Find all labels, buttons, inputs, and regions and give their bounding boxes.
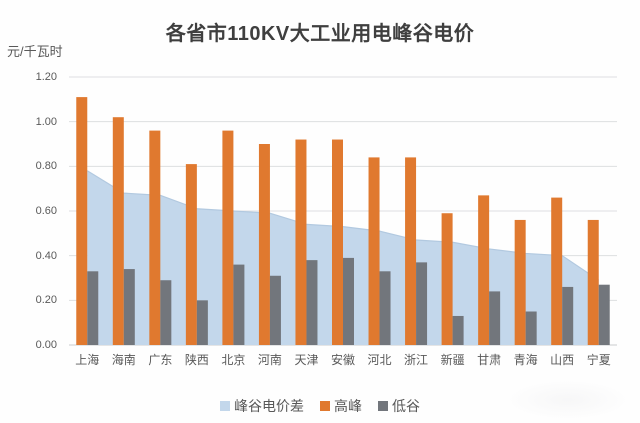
y-tick-label: 1.00 <box>35 115 57 128</box>
valley-bar <box>269 275 281 345</box>
peak-bar <box>587 219 599 345</box>
valley-bar <box>87 271 99 345</box>
x-category-label: 北京 <box>221 353 246 367</box>
legend-label-peak: 高峰 <box>334 398 362 414</box>
valley-bar <box>525 311 537 345</box>
peak-series-swatch-icon <box>320 401 330 411</box>
peak-bar <box>441 213 453 345</box>
valley-bar <box>306 260 318 345</box>
peak-bar <box>112 117 124 345</box>
valley-bar <box>160 280 172 345</box>
x-category-label: 山西 <box>550 353 575 367</box>
x-category-label: 新疆 <box>440 353 465 367</box>
peak-bar <box>332 139 343 345</box>
legend-item-peak: 高峰 <box>320 396 362 416</box>
peak-bar <box>368 157 380 345</box>
valley-bar <box>196 300 208 345</box>
y-tick-label: 0.20 <box>35 294 57 307</box>
x-category-label: 河北 <box>367 353 392 367</box>
x-category-label: 青海 <box>513 353 538 367</box>
y-tick-label: 1.20 <box>35 71 57 83</box>
valley-bar <box>343 257 354 345</box>
peak-bar <box>185 164 197 345</box>
x-category-label: 陕西 <box>184 353 209 367</box>
peak-bar <box>222 130 234 345</box>
valley-bar <box>123 269 135 345</box>
x-category-label: 宁夏 <box>586 353 611 367</box>
valley-series-swatch-icon <box>378 401 388 411</box>
valley-bar <box>562 286 574 345</box>
x-category-label: 浙江 <box>404 353 429 367</box>
x-category-label: 安徽 <box>330 353 355 367</box>
legend-label-diff: 峰谷电价差 <box>234 398 304 414</box>
x-category-label: 河南 <box>257 353 282 367</box>
diff-series-swatch-icon <box>220 401 230 411</box>
x-category-label: 海南 <box>111 353 136 367</box>
y-axis-unit-label: 元/千瓦时 <box>7 44 63 59</box>
peak-bar <box>551 197 563 345</box>
legend-item-valley: 低谷 <box>378 396 420 416</box>
x-category-label: 上海 <box>75 353 100 367</box>
y-tick-label: 0.40 <box>35 249 57 262</box>
peak-bar <box>76 97 88 345</box>
valley-bar <box>379 271 391 345</box>
y-tick-label: 0.60 <box>35 205 57 217</box>
peak-bar <box>258 144 270 345</box>
chart-legend: 峰谷电价差 高峰 低谷 <box>0 396 640 416</box>
y-tick-label: 0.00 <box>35 339 57 351</box>
peak-bar <box>149 130 161 345</box>
valley-bar <box>416 262 428 345</box>
peak-bar <box>514 219 526 345</box>
peak-bar <box>478 195 490 345</box>
peak-bar <box>405 157 417 345</box>
x-category-label: 甘肃 <box>477 353 502 367</box>
valley-bar <box>452 315 464 345</box>
x-category-label: 天津 <box>294 353 319 367</box>
legend-label-valley: 低谷 <box>392 398 420 414</box>
valley-bar <box>489 291 501 345</box>
legend-item-diff: 峰谷电价差 <box>220 396 304 416</box>
peak-bar <box>295 139 307 345</box>
y-tick-label: 0.80 <box>35 160 57 173</box>
x-category-label: 广东 <box>148 353 173 367</box>
valley-bar <box>233 264 245 345</box>
chart-title: 各省市110KV大工业用电峰谷电价 <box>165 23 475 45</box>
valley-bar <box>598 284 610 345</box>
